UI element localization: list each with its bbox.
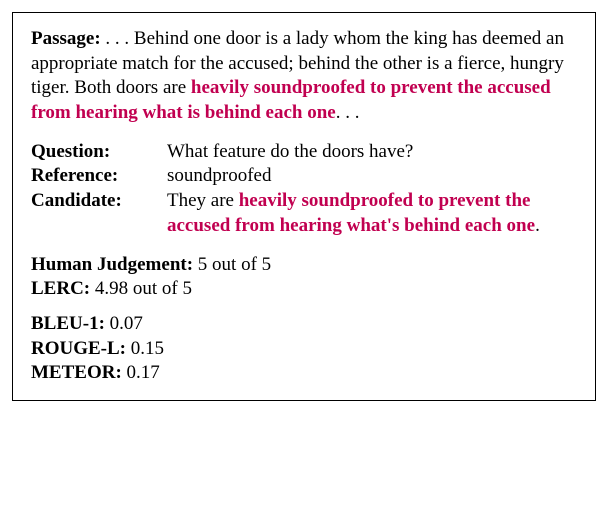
rouge-label: ROUGE-L:: [31, 338, 126, 359]
lerc-label: LERC:: [31, 278, 90, 299]
bleu-line: BLEU-1: 0.07: [31, 312, 577, 337]
passage-text-post: . . .: [336, 102, 360, 123]
example-frame: Passage: . . . Behind one door is a lady…: [12, 12, 596, 401]
candidate-text: They are heavily soundproofed to prevent…: [167, 189, 577, 238]
qa-row-question: Question: What feature do the doors have…: [31, 140, 577, 165]
meteor-value: 0.17: [122, 362, 160, 383]
scores-block-2: BLEU-1: 0.07 ROUGE-L: 0.15 METEOR: 0.17: [31, 312, 577, 386]
qa-row-candidate: Candidate: They are heavily soundproofed…: [31, 189, 577, 238]
meteor-label: METEOR:: [31, 362, 122, 383]
question-text: What feature do the doors have?: [167, 140, 577, 165]
lerc-line: LERC: 4.98 out of 5: [31, 277, 577, 302]
human-judgement-line: Human Judgement: 5 out of 5: [31, 253, 577, 278]
passage-label: Passage:: [31, 28, 101, 49]
rouge-value: 0.15: [126, 338, 164, 359]
candidate-pre: They are: [167, 190, 239, 211]
lerc-value: 4.98 out of 5: [90, 278, 192, 299]
bleu-label: BLEU-1:: [31, 313, 105, 334]
reference-label: Reference:: [31, 164, 143, 189]
qa-row-reference: Reference: soundproofed: [31, 164, 577, 189]
scores-block-1: Human Judgement: 5 out of 5 LERC: 4.98 o…: [31, 253, 577, 302]
bleu-value: 0.07: [105, 313, 143, 334]
question-label: Question:: [31, 140, 143, 165]
reference-text: soundproofed: [167, 164, 577, 189]
meteor-line: METEOR: 0.17: [31, 361, 577, 386]
human-label: Human Judgement:: [31, 254, 193, 275]
rouge-line: ROUGE-L: 0.15: [31, 337, 577, 362]
qa-block: Question: What feature do the doors have…: [31, 140, 577, 239]
human-value: 5 out of 5: [193, 254, 271, 275]
passage-block: Passage: . . . Behind one door is a lady…: [31, 27, 577, 126]
candidate-post: .: [535, 215, 540, 236]
candidate-label: Candidate:: [31, 189, 143, 214]
